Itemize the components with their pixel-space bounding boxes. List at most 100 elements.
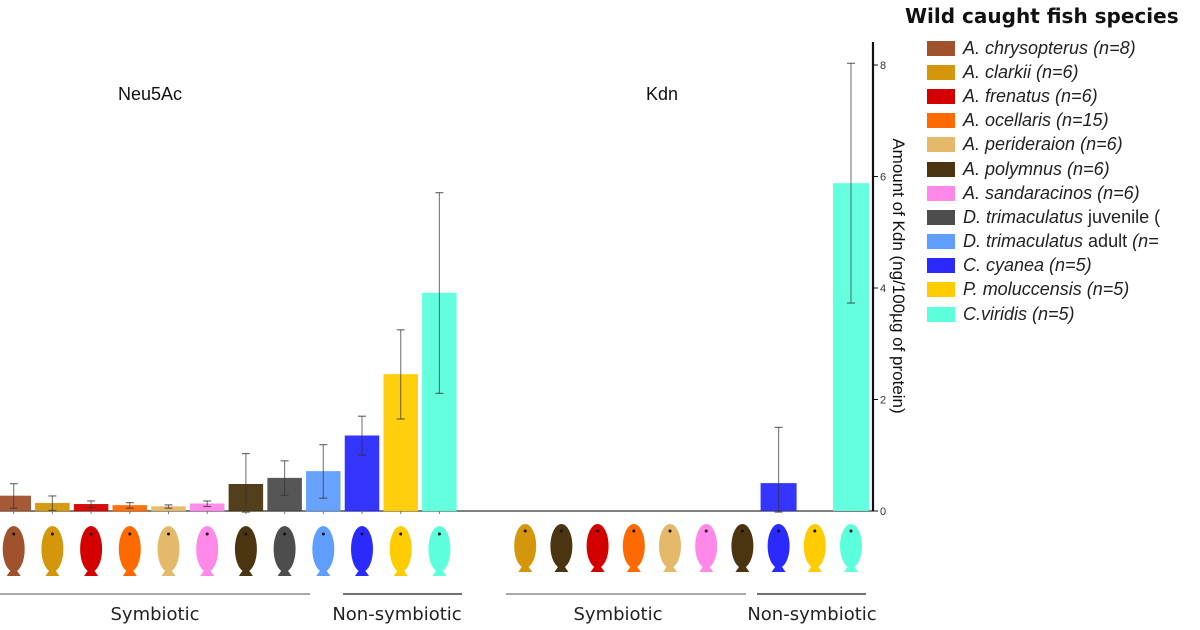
fish-body-icon: [428, 526, 451, 572]
kdn-y-tick-label-0: 0: [880, 506, 886, 518]
legend-label: C.viridis (n=5): [963, 304, 1075, 325]
legend-item: A. ocellaris (n=15): [927, 109, 1200, 133]
legend-item: A. chrysopterus (n=8): [927, 36, 1200, 60]
fish-eye-icon: [283, 532, 287, 536]
fish-eye-icon: [437, 532, 441, 536]
fish-tail-icon: [844, 562, 858, 572]
legend-sample-size: (n=6): [1050, 85, 1098, 106]
fish-body-icon: [389, 526, 412, 572]
fish-tail-icon: [84, 566, 99, 576]
legend-label: C. cyanea (n=5): [963, 255, 1092, 276]
legend-swatch: [927, 234, 955, 250]
fish-icon-neu5ac-8: [312, 526, 335, 576]
fish-tail-icon: [122, 566, 137, 576]
legend-label: A. clarkii (n=6): [963, 62, 1079, 83]
legend-item: C.viridis (n=5): [927, 302, 1200, 326]
legend-item: A. perideraion (n=6): [927, 133, 1200, 157]
legend-swatch: [927, 185, 955, 201]
fish-icon-kdn-8: [803, 524, 826, 572]
legend-item: A. frenatus (n=6): [927, 84, 1200, 108]
legend-label: D. trimaculatus adult (n=: [963, 231, 1159, 252]
fish-body-icon: [273, 526, 296, 572]
fish-eye-icon: [668, 529, 672, 533]
legend-species-name: A. chrysopterus: [963, 37, 1089, 58]
legend-swatch: [927, 64, 955, 80]
fish-body-icon: [80, 526, 103, 572]
legend-sample-size: (n=5): [1044, 255, 1092, 276]
legend-sample-size: (n=6): [1031, 61, 1079, 82]
legend-sample-size: (n=6): [1075, 134, 1123, 155]
legend-title: Wild caught fish species: [905, 4, 1179, 28]
fish-tail-icon: [316, 566, 331, 576]
fish-icon-kdn-5: [695, 524, 718, 572]
legend-item: C. cyanea (n=5): [927, 254, 1200, 278]
fish-tail-icon: [6, 566, 21, 576]
group-label-symbiotic-left: Symbiotic: [110, 604, 199, 625]
legend: Wild caught fish species A. chrysopterus…: [905, 4, 1200, 326]
legend-species-name: A. clarkii: [963, 61, 1032, 82]
fish-body-icon: [514, 524, 537, 568]
kdn-y-tick-label-6: 6: [880, 172, 886, 184]
fish-icon-neu5ac-9: [351, 526, 373, 576]
fish-body-icon: [659, 524, 681, 568]
legend-swatch: [927, 137, 955, 153]
kdn-y-axis: 0 2 4 6 8 Amount of Kdn (ng/100µg of protein): [871, 42, 908, 518]
legend-item: P. moluccensis (n=5): [927, 278, 1200, 302]
legend-species-name: C.viridis: [963, 303, 1028, 324]
fish-eye-icon: [205, 532, 209, 536]
legend-sample-size: adult (n=: [1083, 231, 1159, 252]
group-label-symbiotic-right: Symbiotic: [573, 604, 662, 625]
legend-species-name: D. trimaculatus: [963, 231, 1084, 252]
legend-sample-size: juvenile (: [1083, 206, 1161, 227]
fish-eye-icon: [360, 532, 364, 536]
legend-label: P. moluccensis (n=5): [963, 279, 1129, 300]
fish-eye-icon: [50, 532, 54, 536]
fish-eye-icon: [523, 529, 527, 533]
fish-tail-icon: [626, 562, 641, 572]
fish-body-icon: [622, 524, 645, 568]
kdn-y-tick-label-2: 2: [880, 395, 886, 407]
legend-sample-size: (n=6): [1092, 182, 1140, 203]
legend-label: A. chrysopterus (n=8): [963, 38, 1136, 59]
fish-eye-icon: [813, 529, 817, 533]
fish-body-icon: [118, 526, 141, 572]
legend-label: A. perideraion (n=6): [963, 134, 1123, 155]
legend-sample-size: (n=6): [1062, 158, 1110, 179]
fish-tail-icon: [590, 562, 605, 572]
fish-tail-icon: [355, 566, 369, 576]
fish-body-icon: [312, 526, 335, 572]
legend-item: A. polymnus (n=6): [927, 157, 1200, 181]
fish-tail-icon: [432, 566, 447, 576]
legend-species-name: A. sandaracinos: [963, 182, 1093, 203]
fish-tail-icon: [45, 566, 60, 576]
legend-sample-size: (n=5): [1081, 279, 1130, 300]
legend-swatch: [927, 209, 955, 225]
kdn-y-tick-label-4: 4: [880, 283, 886, 295]
fish-eye-icon: [128, 532, 132, 536]
fish-body-icon: [550, 524, 573, 568]
fish-tail-icon: [393, 566, 408, 576]
fish-tail-icon: [663, 562, 677, 572]
legend-species-name: A. polymnus: [963, 158, 1063, 179]
fish-eye-icon: [740, 529, 744, 533]
legend-label: A. polymnus (n=6): [963, 159, 1110, 180]
fish-icon-neu5ac-5: [196, 526, 219, 576]
legend-species-name: P. moluccensis: [963, 279, 1082, 300]
fish-tail-icon: [518, 562, 533, 572]
fish-tail-icon: [277, 566, 292, 576]
legend-item: A. sandaracinos (n=6): [927, 181, 1200, 205]
neu5ac-panel-title: Neu5Ac: [118, 84, 182, 104]
legend-list: A. chrysopterus (n=8) A. clarkii (n=6) A. …: [927, 36, 1200, 326]
fish-icon-neu5ac-10: [389, 526, 412, 576]
legend-label: A. frenatus (n=6): [963, 86, 1098, 107]
fish-body-icon: [157, 526, 180, 572]
fish-body-icon: [41, 526, 64, 572]
fish-body-icon: [234, 526, 257, 572]
fish-icon-kdn-4: [659, 524, 681, 572]
legend-sample-size: (n=5): [1027, 303, 1075, 324]
legend-sample-size: (n=15): [1051, 110, 1109, 131]
fish-icon-kdn-0: [514, 524, 537, 572]
fish-body-icon: [196, 526, 219, 572]
fish-icon-neu5ac-6: [234, 526, 257, 576]
